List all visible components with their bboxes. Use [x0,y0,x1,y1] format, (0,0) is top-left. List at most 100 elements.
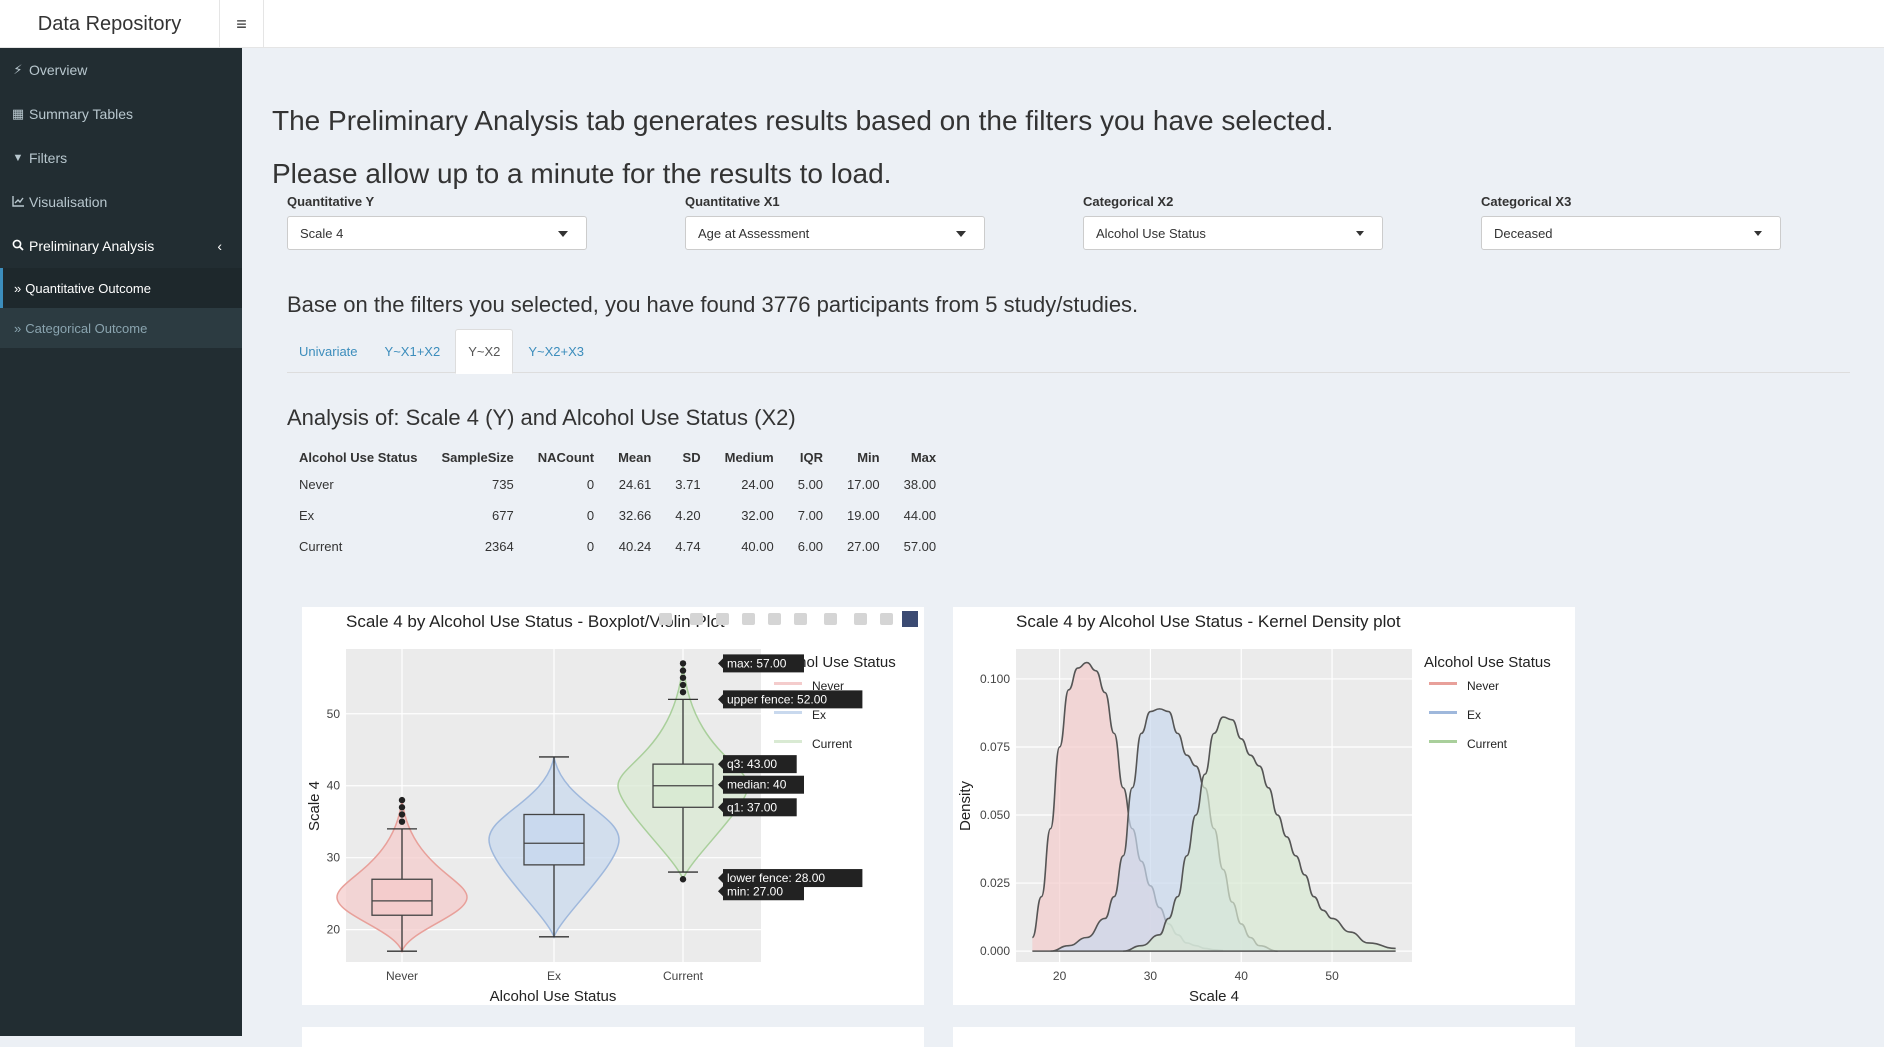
zoom-in-icon[interactable] [794,613,807,625]
density-line-current [1123,716,1396,952]
column-header: NACount [537,449,595,465]
tab-univariate[interactable]: Univariate [299,343,358,359]
outlier-point[interactable] [398,811,406,818]
double-chevron-right-icon: » [14,280,22,296]
tab-y-x2[interactable]: Y~X2 [455,329,514,374]
sidebar-item-overview[interactable]: ⚡ Overview [0,48,242,92]
sidebar-item-summary-tables[interactable]: ▦ Summary Tables [0,92,242,136]
hover-pointer [718,694,723,705]
box-never[interactable] [371,878,433,916]
outlier-point[interactable] [679,681,687,689]
camera-icon[interactable] [659,613,672,625]
column-header: Medium [724,449,774,465]
hover-label: upper fence: 52.00 [727,692,827,706]
outlier-point[interactable] [398,804,406,811]
x-axis-label: Scale 4 [1189,988,1239,1005]
filter-quantitative-y: Quantitative Y Scale 4 [287,194,685,250]
hover-pointer [718,779,723,790]
analysis-tabs: Univariate Y~X1+X2 Y~X2 Y~X2+X3 [287,329,1850,374]
table-cell: Never [299,477,334,492]
quantitative-y-select[interactable]: Scale 4 [287,216,587,250]
kernel-density-chart: Scale 4 by Alcohol Use Status - Kernel D… [953,607,1575,1005]
home-icon[interactable] [824,613,837,625]
table-cell: 32.66 [618,508,652,523]
sidebar-subitem-label: Categorical Outcome [25,320,148,336]
zoom-icon[interactable] [690,613,703,625]
sidebar-toggle-button[interactable]: ≡ [220,0,264,48]
table-cell: 19.00 [847,508,880,523]
intro-text: The Preliminary Analysis tab generates r… [272,94,1333,200]
participants-found-text: Base on the filters you selected, you ha… [287,292,1139,317]
table-cell: 4.20 [675,508,701,523]
sidebar-item-label: Preliminary Analysis [29,238,155,254]
hover-pointer [718,658,723,669]
select-value: Age at Assessment [698,225,810,241]
legend-swatch [1429,711,1457,714]
hover-label: lower fence: 28.00 [727,871,825,885]
tab-y-x1-x2[interactable]: Y~X1+X2 [384,343,441,359]
pan-icon[interactable] [716,613,729,625]
boxplot-svg: Scale 4 by Alcohol Use Status - Boxplot/… [306,611,918,1005]
hover-label-box [723,775,804,794]
table-cell: 40.24 [618,539,652,554]
hover-pointer [718,873,723,884]
legend-entry[interactable]: Never [812,679,844,693]
y-tick-label: 30 [327,851,341,865]
column-header: Mean [618,449,652,465]
x-tick-label: 30 [1144,969,1158,983]
legend-entry[interactable]: Current [812,737,853,751]
table-cell: 7.00 [797,508,824,523]
column-header: SD [682,449,701,465]
filter-row: Quantitative Y Scale 4 Quantitative X1 A… [287,194,1879,250]
sidebar-item-preliminary-analysis[interactable]: Preliminary Analysis ‹ [0,224,242,268]
table-cell: 27.00 [847,539,880,554]
legend-entry[interactable]: Never [1467,679,1499,693]
sidebar-item-filters[interactable]: ▼ Filters [0,136,242,180]
table-cell: 3.71 [675,477,701,492]
legend-title: Alcohol Use Status [1424,654,1551,671]
column-header: Alcohol Use Status [299,449,418,465]
outlier-point[interactable] [398,818,406,825]
sidebar-item-visualisation[interactable]: Visualisation [0,180,242,224]
y-tick-label: 50 [327,707,341,721]
sidebar-subitem-quantitative-outcome[interactable]: » Quantitative Outcome [0,268,242,308]
hover-label-box [723,755,797,774]
filter-label: Categorical X3 [1481,194,1572,209]
table-cell: 6.00 [797,539,824,554]
outlier-point[interactable] [679,674,687,681]
hover-label: q3: 43.00 [727,757,777,771]
quantitative-x1-select[interactable]: Age at Assessment [685,216,985,250]
table-cell: Ex [299,508,315,523]
categorical-x2-select[interactable]: Alcohol Use Status [1083,216,1383,250]
brand-title[interactable]: Data Repository [0,0,220,48]
density-area-current[interactable] [1123,717,1396,952]
hover-label-box [723,798,797,817]
compare-icon[interactable] [880,613,893,625]
legend-entry[interactable]: Current [1467,737,1508,751]
sidebar-subitem-categorical-outcome[interactable]: » Categorical Outcome [0,308,242,348]
box-select-icon[interactable] [742,613,755,625]
plotly-logo-icon[interactable] [902,611,918,627]
legend-entry[interactable]: Ex [1467,708,1481,722]
table-row: Current 2364 0 40.24 4.74 40.00 6.00 27.… [287,531,948,562]
table-cell: 4.74 [675,539,701,554]
outlier-point[interactable] [398,796,406,804]
density-area-never[interactable] [1032,662,1224,952]
legend-entry[interactable]: Ex [812,708,826,722]
box-ex[interactable] [523,813,585,866]
table-cell: 24.00 [741,477,774,492]
table-cell: 44.00 [903,508,937,523]
tab-y-x2-x3[interactable]: Y~X2+X3 [528,343,585,359]
outlier-point[interactable] [679,876,687,883]
hover-label: q1: 37.00 [727,800,777,814]
table-cell: 5.00 [797,477,824,492]
y-tick-label: 0.000 [980,944,1010,958]
outlier-point[interactable] [679,688,687,696]
hover-label: max: 57.00 [727,656,787,670]
outlier-point[interactable] [679,667,687,674]
categorical-x3-select[interactable]: Deceased [1481,216,1781,250]
spike-icon[interactable] [854,613,867,625]
hover-label-box [723,654,804,673]
outlier-point[interactable] [679,660,687,667]
lasso-icon[interactable] [768,613,781,625]
